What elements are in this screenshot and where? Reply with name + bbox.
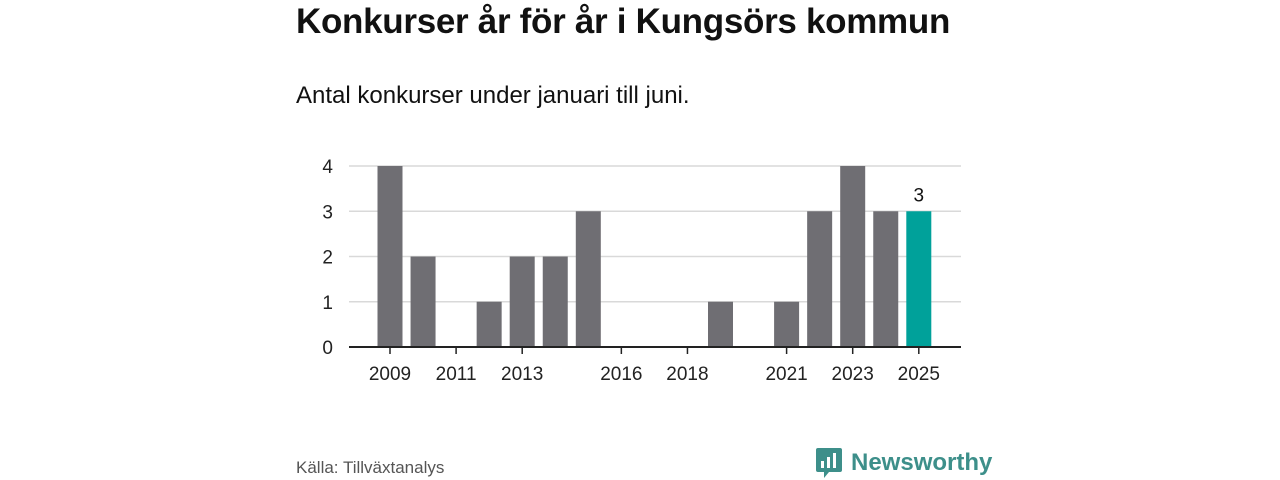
bar [377,166,403,347]
source-note: Källa: Tillväxtanalys [296,458,445,477]
x-tick-label: 2011 [436,364,477,385]
y-tick-label: 2 [322,248,333,269]
bar [542,256,568,347]
brand-logo: Newsworthy [815,446,992,480]
bar [873,211,899,347]
bar [807,211,833,347]
bar [476,301,502,347]
bar [575,211,601,347]
chart-subtitle: Antal konkurser under januari till juni. [296,82,690,109]
bar [906,211,932,347]
x-tick-label: 2009 [369,364,411,385]
x-tick-label: 2018 [666,364,708,385]
x-tick-label: 2025 [898,364,940,385]
y-tick-label: 3 [322,202,333,223]
bar [840,166,866,347]
data-label: 3 [914,185,925,206]
x-tick-label: 2021 [765,364,807,385]
x-tick-label: 2023 [832,364,874,385]
bar [774,301,800,347]
y-tick-label: 0 [322,338,333,359]
y-tick-label: 1 [322,293,333,314]
x-tick-label: 2016 [600,364,642,385]
x-tick-label: 2013 [501,364,543,385]
y-tick-label: 4 [322,157,333,178]
bar [708,301,733,347]
brand-name: Newsworthy [851,449,993,476]
newsworthy-logo-icon [816,448,842,478]
bar [509,256,535,347]
bar [410,256,436,347]
chart-title: Konkurser år för år i Kungsörs kommun [296,2,951,41]
